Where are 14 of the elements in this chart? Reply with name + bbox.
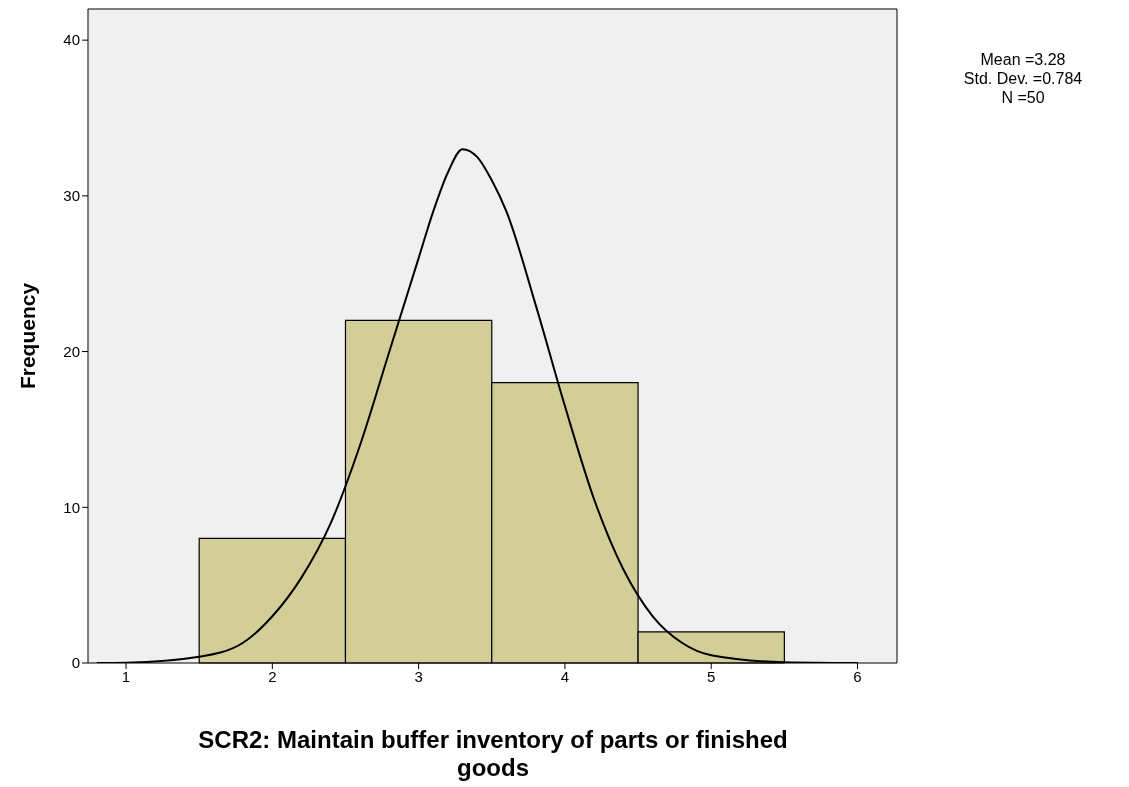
- x-tick-label: 6: [853, 667, 862, 685]
- y-tick-label: 0: [71, 654, 80, 672]
- y-tick-label: 30: [63, 187, 80, 205]
- text: Mean =3.28 Std. Dev. =0.784 N =50: [962, 50, 1084, 107]
- x-axis-title: SCR2: Maintain buffer inventory of parts or finished goods: [197, 726, 789, 782]
- y-tick-label: 40: [63, 31, 80, 49]
- y-tick-label: 10: [63, 498, 80, 516]
- x-tick-label: 5: [707, 667, 716, 685]
- x-tick-label: 3: [414, 667, 423, 685]
- y-axis-title: Frequency: [16, 282, 40, 390]
- x-tick-label: 4: [560, 667, 570, 685]
- x-tick-label: 1: [121, 667, 131, 685]
- x-tick-label: 2: [268, 667, 277, 685]
- y-tick-label: 20: [63, 342, 80, 360]
